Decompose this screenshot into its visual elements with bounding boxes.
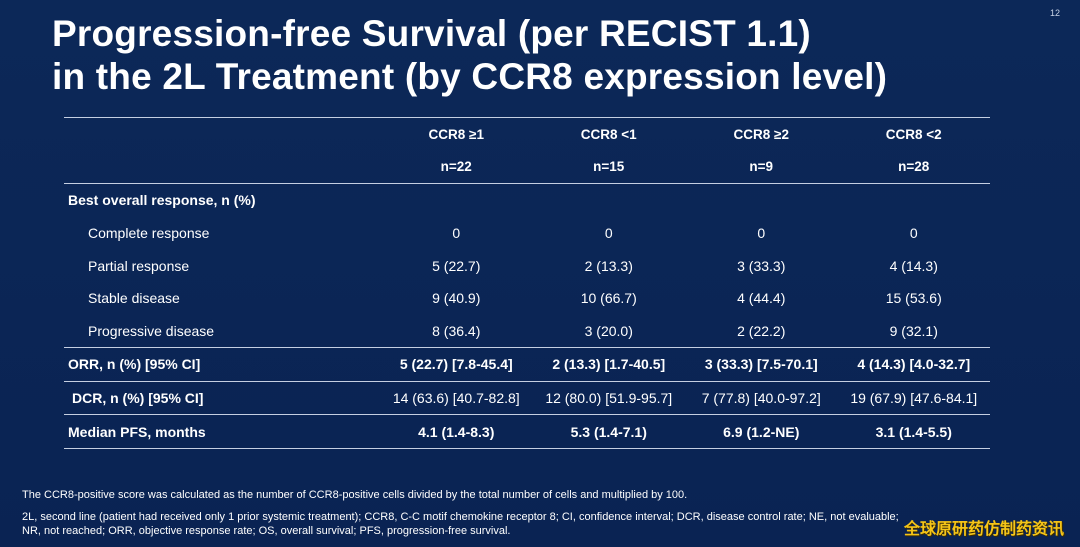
table-cell: 4 (14.3) [4.0-32.7] [837, 347, 990, 382]
title-line-2: in the 2L Treatment (by CCR8 expression … [52, 56, 888, 97]
table-cell: 5.3 (1.4-7.1) [532, 414, 685, 449]
column-n: n=15 [532, 150, 685, 185]
table-cell: 4.1 (1.4-8.3) [380, 414, 533, 449]
footnote-abbreviations: 2L, second line (patient had received on… [22, 510, 1022, 538]
table-cell: 5 (22.7) [7.8-45.4] [380, 347, 533, 382]
table-cell: 19 (67.9) [47.6-84.1] [837, 381, 990, 416]
table-cell: 0 [757, 225, 766, 242]
table-row: Stable disease 9 (40.9) 10 (66.7) 4 (44.… [64, 282, 990, 315]
header-empty-cell [64, 116, 380, 151]
table-cell: 2 (22.2) [685, 314, 838, 349]
footnote-score-definition: The CCR8-positive score was calculated a… [22, 489, 688, 501]
footnote-abbreviations-line-2: NR, not reached; ORR, objective response… [22, 525, 511, 537]
table-cell: 4 (14.3) [889, 257, 938, 274]
section-header-label: Best overall response, n (%) [68, 192, 256, 209]
table-header-row: CCR8 ≥1 CCR8 <1 CCR8 ≥2 CCR8 <2 [64, 116, 990, 151]
table-cell: 14 (63.6) [40.7-82.8] [380, 381, 533, 416]
row-label: Progressive disease [64, 314, 380, 349]
column-header: CCR8 ≥2 [685, 116, 838, 151]
row-label: Complete response [88, 225, 210, 242]
table-cell: 2 (13.3) [1.7-40.5] [532, 347, 685, 382]
table-cell: 6.9 (1.2-NE) [685, 414, 838, 449]
table-cell: 15 (53.6) [885, 290, 942, 307]
section-header-row: Best overall response, n (%) [64, 184, 990, 217]
table-cell: 2 (13.3) [584, 257, 633, 274]
table-cell: 8 (36.4) [380, 314, 533, 349]
table-cell: 0 [604, 225, 613, 242]
column-n: n=9 [685, 150, 838, 185]
table-cell: 9 (32.1) [837, 314, 990, 349]
table-row: Partial response 5 (22.7) 2 (13.3) 3 (33… [64, 249, 990, 282]
table-cell: 7 (77.8) [40.0-97.2] [685, 381, 838, 416]
table-cell: 12 (80.0) [51.9-95.7] [532, 381, 685, 416]
dcr-row: DCR, n (%) [95% CI] 14 (63.6) [40.7-82.8… [64, 381, 990, 416]
dcr-label: DCR, n (%) [95% CI] [64, 381, 380, 416]
pfs-row: Median PFS, months 4.1 (1.4-8.3) 5.3 (1.… [64, 414, 990, 449]
row-label: Stable disease [88, 290, 180, 307]
table-row: Progressive disease 8 (36.4) 3 (20.0) 2 … [64, 314, 990, 349]
pfs-label: Median PFS, months [64, 414, 380, 449]
table-cell: 3 (20.0) [532, 314, 685, 349]
column-header: CCR8 ≥1 [380, 116, 533, 151]
table-cell: 3.1 (1.4-5.5) [837, 414, 990, 449]
header-empty-cell [64, 150, 380, 185]
orr-label: ORR, n (%) [95% CI] [64, 347, 380, 382]
results-table: CCR8 ≥1 CCR8 <1 CCR8 ≥2 CCR8 <2 n=22 n=1… [64, 116, 990, 449]
column-n: n=22 [380, 150, 533, 185]
table-cell: 5 (22.7) [432, 257, 481, 274]
table-cell: 0 [909, 225, 918, 242]
table-cell: 3 (33.3) [7.5-70.1] [685, 347, 838, 382]
table-cell: 9 (40.9) [432, 290, 481, 307]
orr-row: ORR, n (%) [95% CI] 5 (22.7) [7.8-45.4] … [64, 347, 990, 382]
table-cell: 3 (33.3) [737, 257, 786, 274]
watermark: 全球原研药仿制药资讯 [903, 519, 1064, 538]
table-n-row: n=22 n=15 n=9 n=28 [64, 150, 990, 185]
column-header: CCR8 <1 [532, 116, 685, 151]
table-cell: 4 (44.4) [737, 290, 786, 307]
title-line-1: Progression-free Survival (per RECIST 1.… [52, 13, 811, 54]
slide-title: Progression-free Survival (per RECIST 1.… [52, 12, 1032, 98]
table-cell: 0 [452, 225, 461, 242]
column-header: CCR8 <2 [837, 116, 990, 151]
footnote-abbreviations-line-1: 2L, second line (patient had received on… [22, 511, 899, 523]
table-cell: 10 (66.7) [580, 290, 637, 307]
table-row: Complete response 0 0 0 0 [64, 217, 990, 250]
row-label: Partial response [88, 257, 190, 274]
column-n: n=28 [837, 150, 990, 185]
page-number: 12 [1049, 8, 1060, 18]
